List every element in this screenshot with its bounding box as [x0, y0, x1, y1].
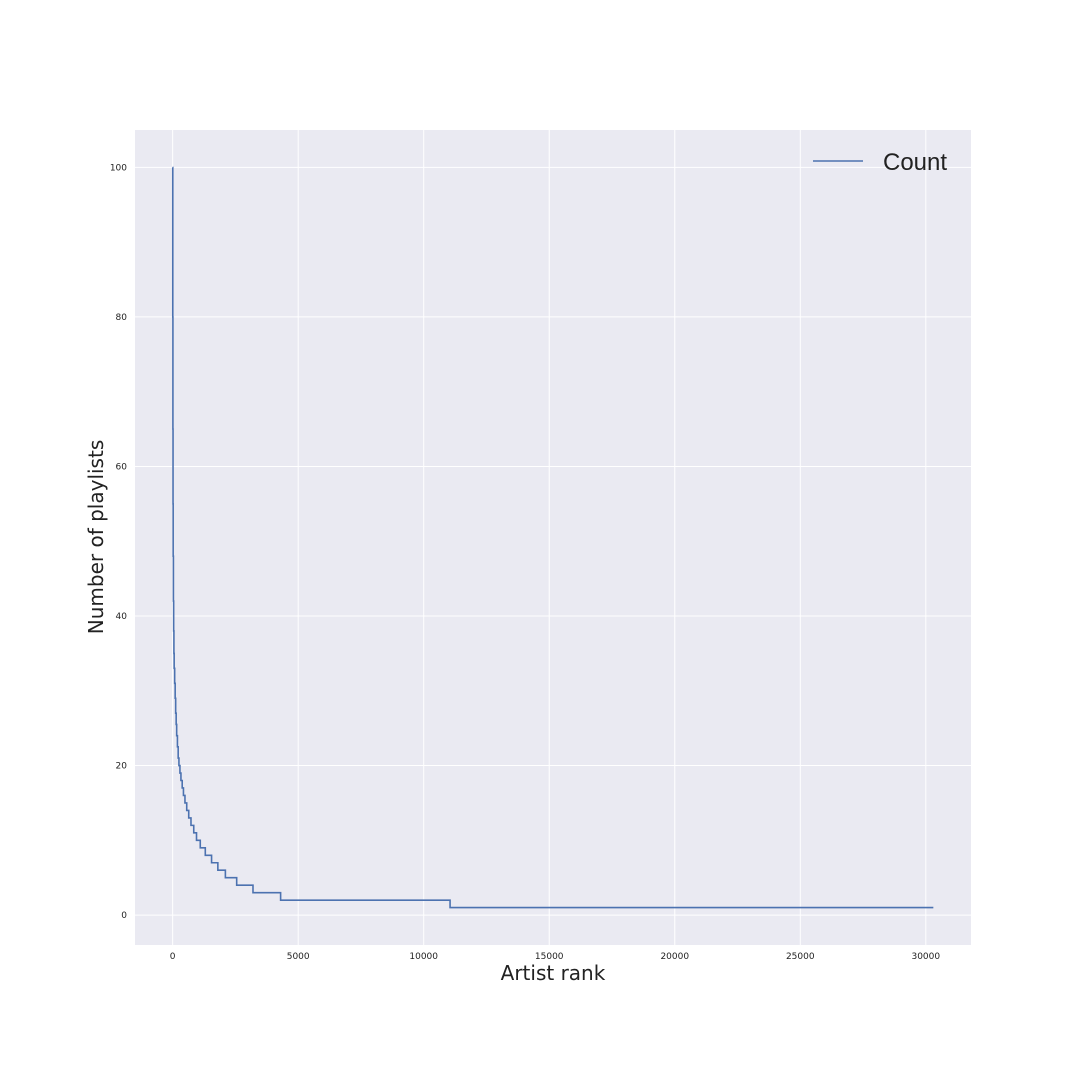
x-tick-label: 15000 — [535, 952, 564, 962]
tick-labels: 0 5000 10000 15000 20000 25000 30000 0 20 40 60 80 1… — [110, 163, 941, 962]
series-lines — [171, 166, 934, 909]
series-line-count — [171, 166, 934, 909]
x-tick-label: 10000 — [409, 952, 438, 962]
x-axis-label: Artist rank — [501, 961, 606, 985]
x-tick-label: 20000 — [660, 952, 689, 962]
x-tick-label: 30000 — [911, 952, 940, 962]
y-tick-label: 60 — [116, 462, 128, 472]
grid-lines — [135, 130, 971, 945]
legend-label-count: Count — [883, 149, 947, 176]
y-axis-label: Number of playlists — [84, 440, 108, 634]
y-tick-label: 20 — [116, 762, 128, 772]
x-tick-label: 25000 — [786, 952, 815, 962]
plot-background — [135, 130, 971, 945]
x-tick-label: 5000 — [287, 952, 310, 962]
y-tick-label: 80 — [116, 313, 128, 323]
y-tick-label: 0 — [121, 911, 127, 921]
y-tick-label: 100 — [110, 163, 127, 173]
x-tick-label: 0 — [170, 952, 176, 962]
y-tick-label: 40 — [116, 612, 128, 622]
legend: Count — [813, 149, 947, 176]
